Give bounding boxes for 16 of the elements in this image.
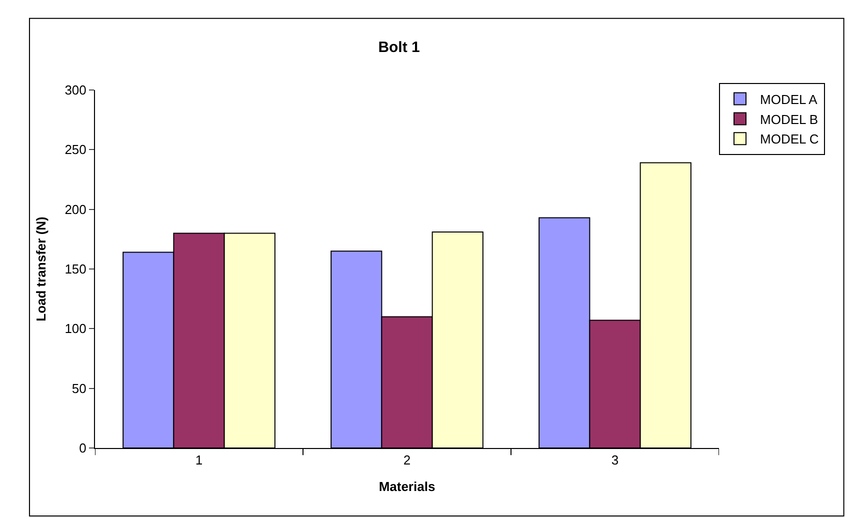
legend-label: MODEL A	[760, 92, 818, 107]
y-tick-label: 50	[72, 380, 86, 396]
y-tick-label: 150	[64, 262, 86, 277]
y-tick-label: 300	[64, 82, 86, 98]
x-tick-label: 2	[403, 452, 411, 468]
y-tick-label: 250	[64, 142, 86, 158]
y-tick-label: 200	[64, 202, 86, 217]
y-tick-label: 0	[79, 440, 86, 456]
x-tick-label: 1	[195, 452, 203, 468]
x-tick-label: 3	[611, 452, 619, 468]
y-axis-title: Load transfer (N)	[34, 216, 49, 322]
legend-label: MODEL C	[760, 132, 819, 147]
y-tick-label: 100	[64, 321, 86, 336]
x-axis-title: Materials	[378, 479, 436, 494]
legend-label: MODEL B	[760, 112, 818, 127]
chart-title: Bolt 1	[378, 38, 420, 56]
